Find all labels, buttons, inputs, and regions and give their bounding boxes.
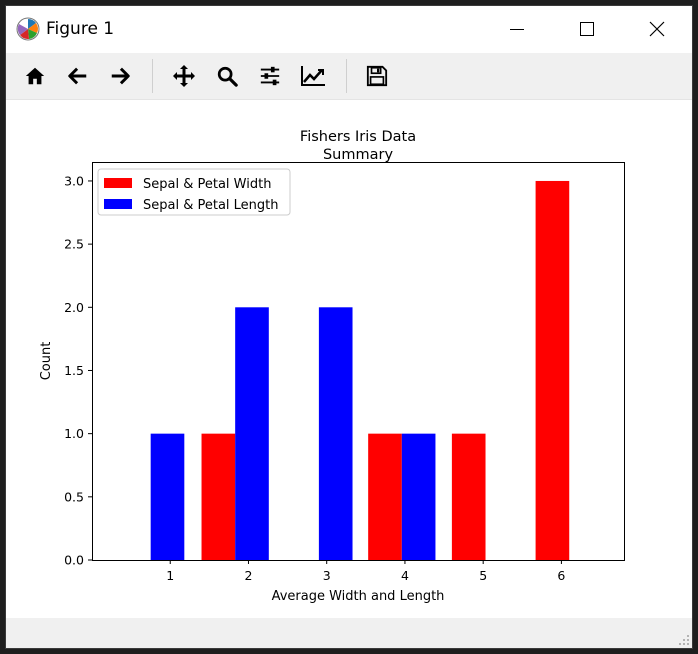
pan-icon <box>173 65 195 87</box>
pan-button[interactable] <box>168 60 200 92</box>
y-tick-label: 0.5 <box>64 489 84 504</box>
forward-button[interactable] <box>104 60 136 92</box>
configure-subplots-button[interactable] <box>254 60 286 92</box>
bar-width-1 <box>368 433 402 560</box>
y-tick-label: 3.0 <box>64 173 84 188</box>
forward-icon <box>111 67 130 85</box>
back-icon <box>68 67 87 85</box>
legend-swatch <box>104 199 132 209</box>
figure-window: Figure 1 <box>6 6 692 648</box>
configure-subplots-icon <box>260 66 280 86</box>
title-bar[interactable]: Figure 1 <box>6 6 692 52</box>
chart-title-line: Summary <box>323 147 393 163</box>
chart-title: Fishers Iris Data Summary <box>300 129 416 163</box>
y-tick-label: 2.0 <box>64 300 84 315</box>
window-title: Figure 1 <box>46 19 115 39</box>
zoom-button[interactable] <box>211 60 243 92</box>
chart-title-line: Fishers Iris Data <box>300 129 416 145</box>
toolbar-separator <box>346 59 347 93</box>
y-tick-label: 1.0 <box>64 426 84 441</box>
legend: Sepal & Petal Width Sepal & Petal Length <box>97 168 291 216</box>
close-button[interactable] <box>622 6 692 52</box>
resize-grip-icon[interactable] <box>678 634 690 646</box>
bar-length-1 <box>235 307 269 560</box>
home-icon <box>25 67 45 85</box>
x-tick-label: 6 <box>557 568 565 583</box>
bar-length-2 <box>318 307 353 560</box>
bar-width-0 <box>201 433 236 560</box>
legend-swatch <box>104 178 132 188</box>
legend-label: Sepal & Petal Length <box>143 198 279 213</box>
bar-width-3 <box>535 180 570 560</box>
close-icon <box>649 21 665 37</box>
back-button[interactable] <box>62 60 94 92</box>
save-button[interactable] <box>361 60 393 92</box>
status-bar <box>6 618 692 648</box>
edit-axis-button[interactable] <box>297 60 329 92</box>
maximize-icon <box>580 22 594 36</box>
x-axis-label: Average Width and Length <box>272 589 445 604</box>
maximize-button[interactable] <box>552 6 622 52</box>
bar-length-3 <box>401 433 436 560</box>
axes-frame <box>92 162 625 561</box>
bars-group <box>150 180 570 560</box>
save-icon <box>366 65 388 87</box>
x-tick-label: 2 <box>244 568 252 583</box>
x-tick-label: 4 <box>401 568 409 583</box>
x-axis: 1 2 3 4 5 6 <box>166 560 565 583</box>
edit-axis-icon <box>301 66 325 86</box>
bar-length-0 <box>150 433 185 560</box>
minimize-button[interactable] <box>482 6 552 52</box>
y-tick-label: 2.5 <box>64 237 84 252</box>
minimize-icon <box>510 29 524 30</box>
home-button[interactable] <box>19 60 51 92</box>
y-axis-label: Count <box>39 342 54 381</box>
legend-label: Sepal & Petal Width <box>143 177 271 192</box>
legend-box <box>97 168 291 216</box>
y-tick-label: 1.5 <box>64 363 84 378</box>
matplotlib-logo-icon <box>16 17 40 41</box>
zoom-icon <box>217 66 238 87</box>
bar-chart: Fishers Iris Data Summary 0.0 0.5 1.0 1.5 2.0… <box>39 129 625 604</box>
navigation-toolbar <box>6 53 692 100</box>
y-tick-label: 0.0 <box>64 553 84 568</box>
figure-canvas[interactable]: Fishers Iris Data Summary 0.0 0.5 1.0 1.5 2.0… <box>6 100 692 618</box>
x-tick-label: 5 <box>479 568 487 583</box>
toolbar-separator <box>152 59 153 93</box>
x-tick-label: 3 <box>323 568 331 583</box>
y-axis: 0.0 0.5 1.0 1.5 2.0 2.5 3.0 <box>64 173 92 568</box>
bar-width-2 <box>451 433 486 560</box>
x-tick-label: 1 <box>166 568 174 583</box>
